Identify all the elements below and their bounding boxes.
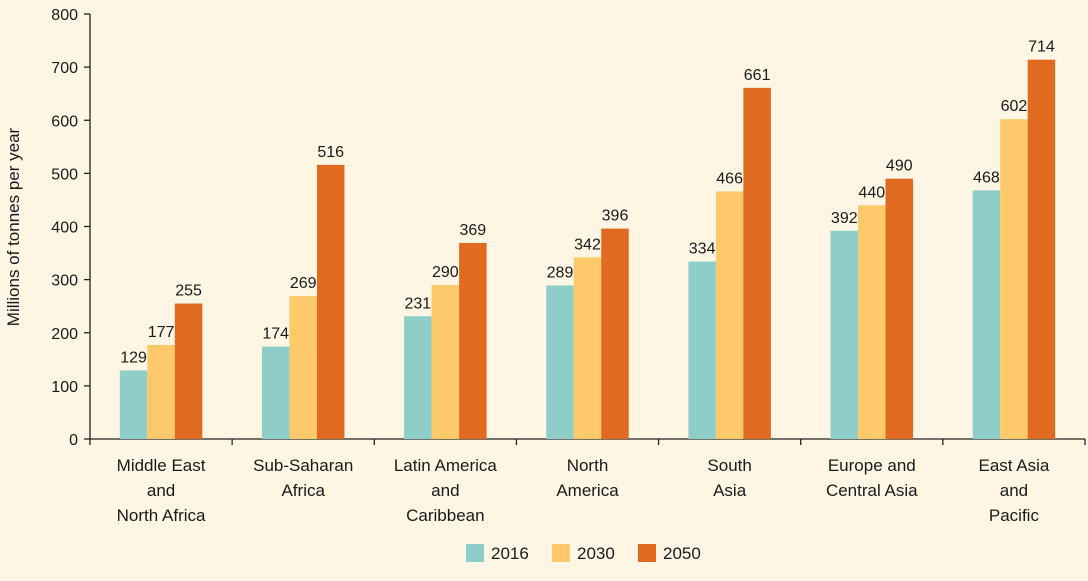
legend-label: 2050 bbox=[663, 544, 701, 563]
category-label-line: Caribbean bbox=[406, 506, 484, 525]
bar-2016 bbox=[546, 285, 574, 439]
category-label-line: East Asia bbox=[978, 456, 1049, 475]
legend-swatch-2016 bbox=[466, 544, 484, 562]
data-label: 466 bbox=[716, 170, 743, 187]
bar-2016 bbox=[261, 346, 290, 439]
bar-2030 bbox=[573, 257, 602, 439]
category-label: South Asia bbox=[707, 456, 751, 500]
bar-2050 bbox=[743, 87, 771, 439]
category-label-line: Middle East bbox=[117, 456, 206, 475]
data-label: 290 bbox=[432, 264, 459, 281]
category-label-line: Sub-Saharan bbox=[253, 456, 353, 475]
y-axis: 0 100 200 300 400 500 600 700 800 bbox=[51, 7, 91, 449]
data-label: 342 bbox=[574, 236, 601, 253]
category-label-line: Central Asia bbox=[826, 481, 918, 500]
data-label: 440 bbox=[858, 184, 885, 201]
category-label-line: Asia bbox=[713, 481, 747, 500]
category-label-line: and bbox=[147, 481, 175, 500]
category-labels: Middle East and North Africa Sub-Saharan Afr… bbox=[117, 456, 1050, 525]
category-label-line: North bbox=[567, 456, 609, 475]
data-label: 490 bbox=[886, 158, 913, 175]
data-label: 369 bbox=[460, 222, 487, 239]
data-label: 602 bbox=[1001, 98, 1028, 115]
data-label: 289 bbox=[547, 264, 574, 281]
bar-2016 bbox=[119, 370, 148, 439]
category-label-line: and bbox=[1000, 481, 1028, 500]
bars bbox=[119, 59, 1056, 439]
bar-2030 bbox=[1000, 119, 1028, 439]
data-label: 174 bbox=[262, 326, 289, 343]
bar-2016 bbox=[830, 230, 859, 439]
data-label: 231 bbox=[405, 295, 432, 312]
legend-label: 2030 bbox=[577, 544, 615, 563]
x-axis bbox=[89, 438, 1086, 445]
y-tick-label: 500 bbox=[51, 166, 78, 183]
bar-2050 bbox=[601, 228, 629, 439]
y-tick-label: 400 bbox=[51, 220, 78, 237]
category-label-line: South bbox=[707, 456, 751, 475]
legend: 2016 2030 2050 bbox=[466, 544, 701, 563]
data-label: 334 bbox=[689, 241, 716, 258]
y-tick-label: 800 bbox=[51, 7, 78, 24]
y-tick-label: 100 bbox=[51, 379, 78, 396]
data-label: 269 bbox=[290, 275, 317, 292]
data-label: 129 bbox=[120, 349, 147, 366]
category-label-line: Pacific bbox=[989, 506, 1040, 525]
bar-2030 bbox=[858, 205, 886, 439]
category-label-line: Latin America bbox=[394, 456, 498, 475]
category-label: North America bbox=[556, 456, 619, 500]
data-label: 516 bbox=[317, 144, 344, 161]
category-label: Sub-Saharan Africa bbox=[253, 456, 353, 500]
legend-label: 2016 bbox=[491, 544, 529, 563]
category-label: Europe and Central Asia bbox=[826, 456, 918, 500]
bar-2050 bbox=[1027, 59, 1056, 439]
data-label: 392 bbox=[831, 210, 858, 227]
data-label: 714 bbox=[1028, 39, 1055, 56]
y-tick-label: 700 bbox=[51, 60, 78, 77]
category-label-line: North Africa bbox=[117, 506, 206, 525]
data-label: 255 bbox=[175, 283, 202, 300]
y-tick-label: 0 bbox=[69, 432, 78, 449]
bar-2050 bbox=[316, 164, 345, 439]
bar-2050 bbox=[174, 303, 203, 439]
legend-swatch-2030 bbox=[552, 544, 570, 562]
bar-2030 bbox=[715, 191, 744, 439]
bar-2016 bbox=[404, 316, 432, 439]
bar-2016 bbox=[972, 190, 1001, 439]
y-tick-label: 200 bbox=[51, 326, 78, 343]
y-tick-label: 600 bbox=[51, 113, 78, 130]
bar-2030 bbox=[431, 284, 460, 439]
legend-swatch-2050 bbox=[638, 544, 656, 562]
data-label: 396 bbox=[602, 208, 629, 225]
bar-2030 bbox=[147, 344, 175, 439]
category-label: Latin America and Caribbean bbox=[394, 456, 498, 525]
category-label-line: Europe and bbox=[828, 456, 916, 475]
data-label: 177 bbox=[148, 324, 175, 341]
bar-2030 bbox=[289, 296, 317, 439]
category-label-line: America bbox=[556, 481, 619, 500]
y-axis-title: Millions of tonnes per year bbox=[4, 127, 23, 326]
category-label: East Asia and Pacific bbox=[978, 456, 1049, 525]
data-label: 468 bbox=[973, 169, 1000, 186]
bar-2050 bbox=[459, 242, 487, 439]
bar-2050 bbox=[885, 178, 914, 439]
category-label: Middle East and North Africa bbox=[117, 456, 206, 525]
bar-2016 bbox=[688, 261, 716, 439]
category-label-line: Africa bbox=[281, 481, 325, 500]
category-label-line: and bbox=[431, 481, 459, 500]
y-tick-label: 300 bbox=[51, 273, 78, 290]
data-label: 661 bbox=[744, 67, 771, 84]
